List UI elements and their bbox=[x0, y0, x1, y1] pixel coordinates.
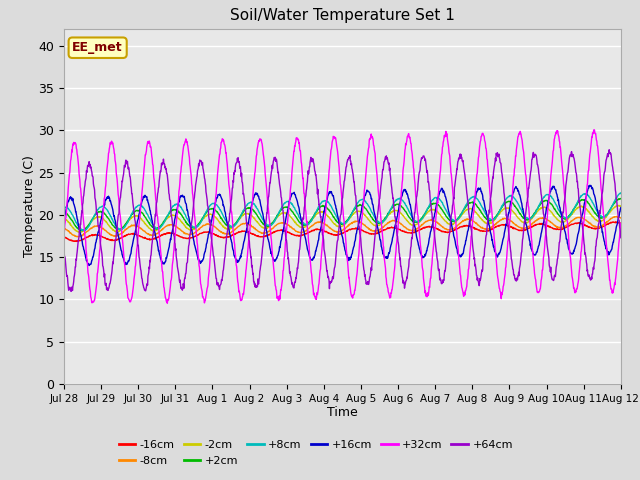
Legend: -16cm, -8cm, -2cm, +2cm, +8cm, +16cm, +32cm, +64cm: -16cm, -8cm, -2cm, +2cm, +8cm, +16cm, +3… bbox=[114, 436, 518, 470]
Title: Soil/Water Temperature Set 1: Soil/Water Temperature Set 1 bbox=[230, 9, 455, 24]
Y-axis label: Temperature (C): Temperature (C) bbox=[22, 156, 36, 257]
Text: EE_met: EE_met bbox=[72, 41, 123, 54]
X-axis label: Time: Time bbox=[327, 407, 358, 420]
